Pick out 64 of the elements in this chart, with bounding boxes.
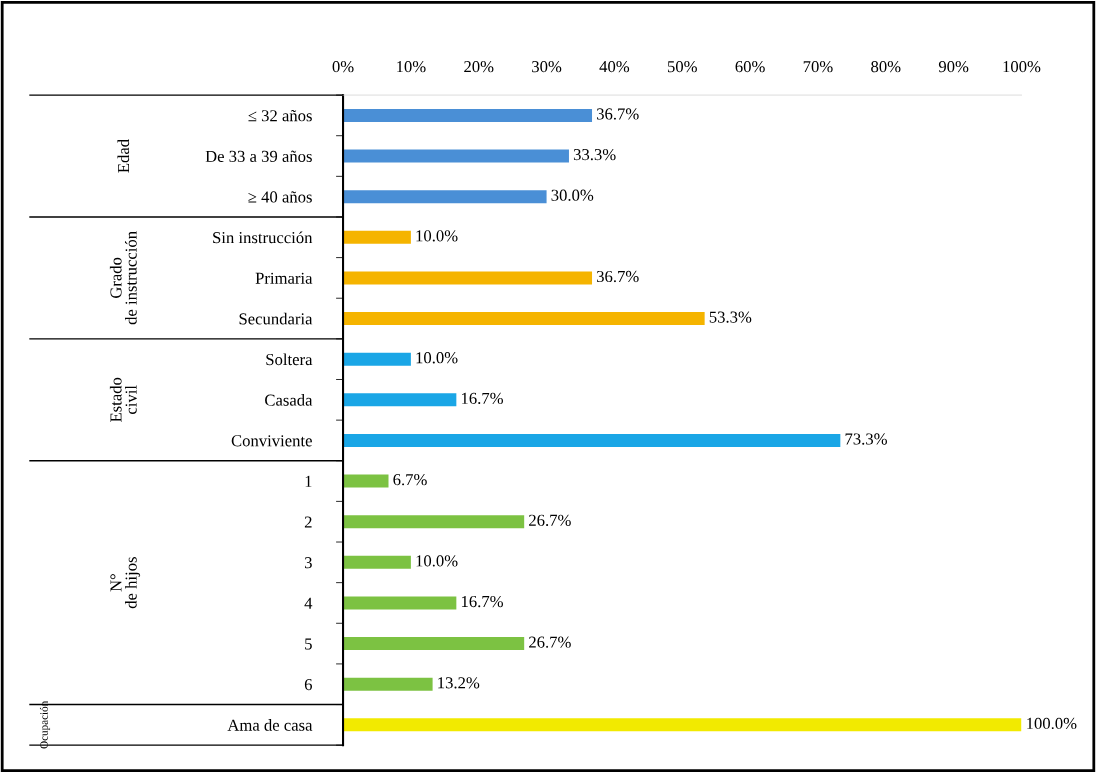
bar xyxy=(343,474,389,488)
y-tick-label: De 33 a 39 años xyxy=(205,150,312,162)
y-tick-label: 5 xyxy=(305,638,312,650)
data-label: 13.2% xyxy=(438,677,480,689)
bar xyxy=(343,108,593,122)
data-label: 10.0% xyxy=(416,555,458,567)
data-label: 26.7% xyxy=(529,514,571,526)
x-tick-label: 20% xyxy=(464,61,494,73)
bar xyxy=(343,190,547,204)
y-tick-label: 3 xyxy=(304,557,312,569)
data-label: 16.7% xyxy=(461,392,503,405)
text: Ocupación xyxy=(39,700,51,749)
bar xyxy=(343,637,525,651)
x-tick-label: 10% xyxy=(397,61,426,73)
x-tick-label: 30% xyxy=(532,61,562,73)
y-tick-label: Sin instrucción xyxy=(213,231,313,244)
data-label: 36.7% xyxy=(596,108,639,120)
bar xyxy=(343,393,457,407)
y-tick-label: 2 xyxy=(304,516,312,528)
bar xyxy=(343,677,433,691)
x-tick-label: 90% xyxy=(938,61,969,73)
data-label: 30.0% xyxy=(551,189,594,201)
text: N° de hijos xyxy=(110,557,141,609)
text: Edad xyxy=(117,139,130,173)
bar xyxy=(343,352,411,366)
data-label: 10.0% xyxy=(416,352,458,364)
bar xyxy=(343,515,525,529)
x-tick-label: 100% xyxy=(1003,61,1041,73)
text: Estado civil xyxy=(109,377,137,423)
y-tick-label: ≤ 32 años xyxy=(248,109,312,122)
data-label: 6.7% xyxy=(393,474,427,486)
y-tick-label: 6 xyxy=(304,678,312,691)
y-tick-label: Primaria xyxy=(255,272,313,284)
data-label: 16.7% xyxy=(461,595,503,608)
data-label: 33.3% xyxy=(573,148,616,161)
bar xyxy=(343,433,841,447)
bar xyxy=(343,312,705,326)
data-label: 73.3% xyxy=(845,433,887,445)
text: Grado de instrucción xyxy=(109,231,137,325)
y-tick-label: Soltera xyxy=(266,353,313,366)
y-tick-label: 1 xyxy=(305,475,312,487)
bar xyxy=(343,555,411,569)
y-tick-label: ≥ 40 años xyxy=(248,191,312,203)
y-tick-label: 4 xyxy=(304,597,313,609)
y-tick-label: Conviviente xyxy=(231,435,312,447)
x-tick-label: 70% xyxy=(803,61,833,73)
data-label: 26.7% xyxy=(529,636,571,648)
data-label: 100.0% xyxy=(1027,717,1077,730)
bar xyxy=(343,149,569,163)
x-tick-label: 50% xyxy=(667,61,697,73)
y-tick-label: Secundaria xyxy=(239,312,313,325)
data-label: 36.7% xyxy=(596,270,639,283)
x-tick-label: 60% xyxy=(735,61,765,73)
x-tick-label: 80% xyxy=(871,61,901,73)
x-tick-label: 0% xyxy=(332,61,354,73)
bar xyxy=(343,271,593,285)
x-tick-label: 40% xyxy=(599,61,630,73)
y-tick-label: Casada xyxy=(265,394,313,406)
data-label: 10.0% xyxy=(416,230,458,242)
data-label: 53.3% xyxy=(709,311,752,323)
y-tick-label: Ama de casa xyxy=(227,719,313,731)
bar xyxy=(343,596,457,610)
bar xyxy=(343,718,1022,732)
bar xyxy=(343,230,411,244)
